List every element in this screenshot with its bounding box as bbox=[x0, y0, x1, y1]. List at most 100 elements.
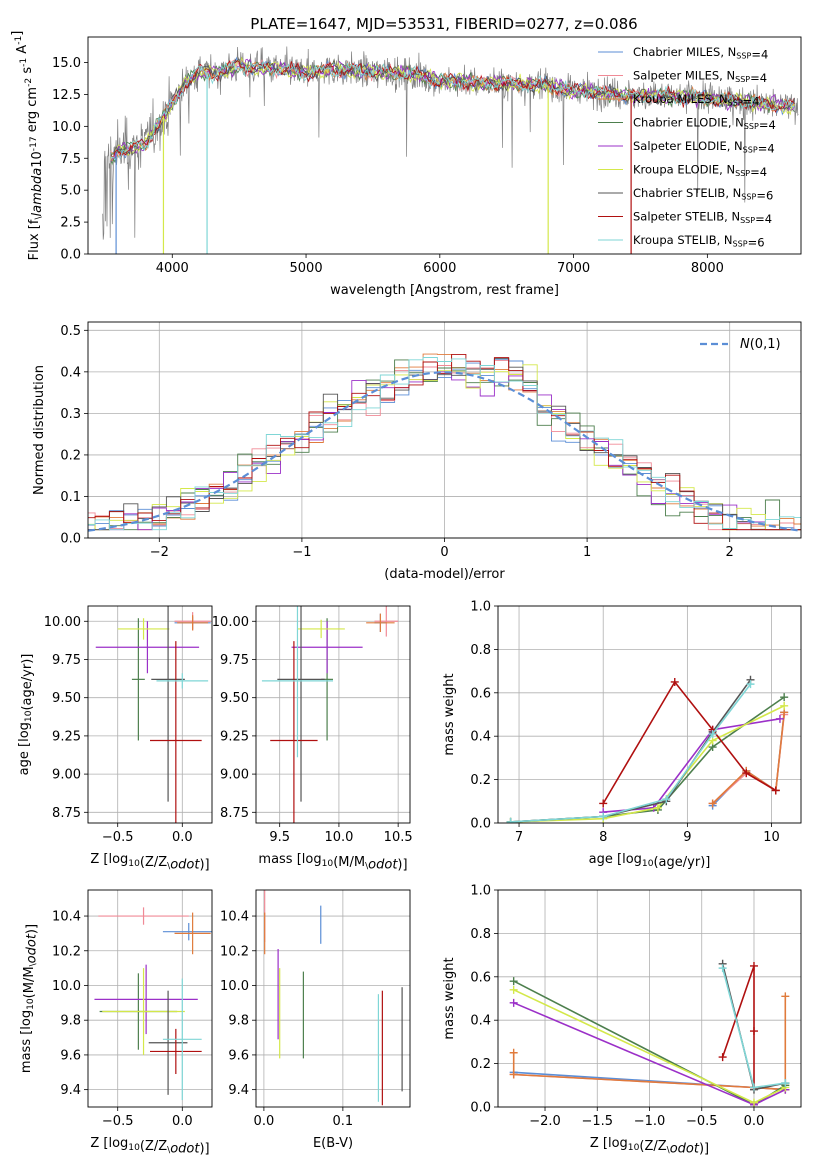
x-tick-label: 0.0 bbox=[172, 1114, 193, 1129]
y-tick-label: 5.0 bbox=[60, 184, 81, 199]
weight-line-2 bbox=[712, 712, 785, 805]
error-bar-point-5 bbox=[297, 619, 345, 639]
x-tick-label: −1 bbox=[292, 545, 311, 560]
axes-frame bbox=[255, 605, 411, 824]
panel-weight_vs_Z: −2.0 −1.5 −1.0 −0.5 0.0 0.0 0.2 0.4 0.6 0.8 1.0 Z [… bbox=[442, 884, 802, 1157]
y-tick-label: 0.2 bbox=[470, 1057, 491, 1072]
y-tick-label: 9.6 bbox=[60, 1048, 81, 1063]
plus-marker bbox=[775, 714, 784, 723]
y-tick-label: 9.00 bbox=[220, 768, 249, 783]
plus-marker bbox=[781, 992, 790, 1001]
error-bar-point-7 bbox=[270, 641, 318, 823]
error-bar-point-3 bbox=[131, 618, 145, 741]
y-tick-label: 0.2 bbox=[470, 773, 491, 788]
error-bar-point-2 bbox=[366, 613, 395, 632]
x-tick-label: 10.0 bbox=[324, 830, 353, 845]
x-tick-label: −1.5 bbox=[581, 1114, 613, 1129]
error-bar-point-8 bbox=[162, 978, 202, 1101]
y-tick-label: 9.50 bbox=[220, 691, 249, 706]
plus-marker bbox=[708, 730, 717, 739]
figure-title: PLATE=1647, MJD=53531, FIBERID=0277, z=0… bbox=[250, 15, 637, 33]
axes-frame bbox=[87, 321, 802, 539]
axes-frame bbox=[87, 889, 213, 1108]
y-tick-label: 12.5 bbox=[52, 88, 81, 103]
y-tick-label: 1.0 bbox=[470, 884, 491, 899]
plus-marker bbox=[749, 961, 758, 970]
error-bar-point-6 bbox=[277, 606, 325, 802]
y-tick-label: 10.0 bbox=[220, 979, 249, 994]
x-tick-label: 5000 bbox=[290, 261, 323, 276]
histogram-step-7 bbox=[88, 353, 801, 531]
model-line-6 bbox=[110, 58, 795, 157]
y-tick-label: 8.75 bbox=[220, 806, 249, 821]
y-tick-label: 0.2 bbox=[60, 448, 81, 463]
plot-area-spectrum bbox=[102, 46, 799, 254]
x-tick-label: −2.0 bbox=[529, 1114, 561, 1129]
plot-area-weight_vs_Z bbox=[509, 959, 790, 1107]
x-tick-label: 0.0 bbox=[172, 830, 193, 845]
panel-residuals: −2 −1 0 1 2 0.0 0.1 0.2 0.3 0.4 0.5 (data-model)/er… bbox=[32, 321, 802, 582]
y-tick-label: 9.00 bbox=[52, 768, 81, 783]
y-axis-label: Normed distribution bbox=[32, 365, 47, 495]
plus-marker bbox=[749, 1027, 758, 1036]
error-bar-point-4 bbox=[94, 964, 198, 1035]
y-tick-label: 10.4 bbox=[220, 910, 249, 925]
error-bar-point-0 bbox=[162, 922, 212, 941]
x-tick-label: 1 bbox=[583, 545, 591, 560]
x-tick-label: 7 bbox=[515, 830, 523, 845]
plus-marker bbox=[599, 799, 608, 808]
y-tick-label: 0.5 bbox=[60, 324, 81, 339]
plus-marker bbox=[509, 1070, 518, 1079]
error-bar-point-4 bbox=[291, 621, 363, 674]
x-tick-label: −2 bbox=[150, 545, 169, 560]
x-axis-label: age [log10(age/yr)] bbox=[589, 852, 711, 870]
plus-marker bbox=[749, 1083, 758, 1092]
y-tick-label: 9.4 bbox=[228, 1083, 249, 1098]
legend-entry: Salpeter ELODIE, NSSP=4 bbox=[633, 139, 775, 156]
error-bar-point-2 bbox=[174, 912, 211, 955]
model-line-8 bbox=[110, 60, 795, 161]
y-tick-label: 0.1 bbox=[60, 490, 81, 505]
y-tick-label: 9.75 bbox=[52, 653, 81, 668]
x-tick-label: −0.5 bbox=[102, 1114, 134, 1129]
plot-area-residuals bbox=[88, 353, 801, 532]
y-tick-label: 0.4 bbox=[470, 1014, 491, 1029]
axes-frame bbox=[497, 605, 802, 824]
axes-frame bbox=[87, 36, 802, 255]
error-bar-point-2 bbox=[177, 615, 209, 631]
x-axis-label: Z [log10(Z/Z\odot)] bbox=[590, 1136, 709, 1157]
panel-spectrum: 4000 5000 6000 7000 8000 0.0 2.5 5.0 7.5 10.0 12.5… bbox=[10, 31, 802, 298]
x-tick-label: 8000 bbox=[691, 261, 724, 276]
y-tick-label: 9.25 bbox=[52, 729, 81, 744]
y-tick-label: 1.0 bbox=[470, 600, 491, 615]
x-tick-label: −0.5 bbox=[102, 830, 134, 845]
x-tick-label: 8 bbox=[599, 830, 607, 845]
plus-marker bbox=[662, 795, 671, 804]
model-line-5 bbox=[110, 56, 795, 161]
plus-marker bbox=[771, 786, 780, 795]
plus-marker bbox=[708, 799, 717, 808]
x-tick-label: 9 bbox=[683, 830, 691, 845]
y-tick-label: 0.4 bbox=[470, 730, 491, 745]
plus-marker bbox=[718, 1053, 727, 1062]
error-bar-point-7 bbox=[150, 1028, 202, 1075]
gaussian-reference-line bbox=[88, 371, 801, 532]
y-tick-label: 15.0 bbox=[52, 56, 81, 71]
x-tick-label: −1.0 bbox=[634, 1114, 666, 1129]
axes-frame bbox=[87, 605, 213, 824]
y-tick-label: 10.0 bbox=[52, 120, 81, 135]
y-tick-label: 8.75 bbox=[52, 806, 81, 821]
plus-marker bbox=[599, 812, 608, 821]
legend-entry: Chabrier ELODIE, NSSP=4 bbox=[633, 116, 776, 133]
legend-entry: Chabrier MILES, NSSP=4 bbox=[633, 45, 768, 62]
y-tick-label: 0.0 bbox=[60, 532, 81, 547]
x-axis-label: (data-model)/error bbox=[384, 567, 505, 582]
y-tick-label: 0.6 bbox=[470, 686, 491, 701]
x-tick-label: 6000 bbox=[423, 261, 456, 276]
error-bar-point-7 bbox=[150, 641, 202, 823]
x-tick-label: 9.5 bbox=[269, 830, 290, 845]
plus-marker bbox=[780, 693, 789, 702]
x-tick-label: 0.0 bbox=[254, 1114, 275, 1129]
